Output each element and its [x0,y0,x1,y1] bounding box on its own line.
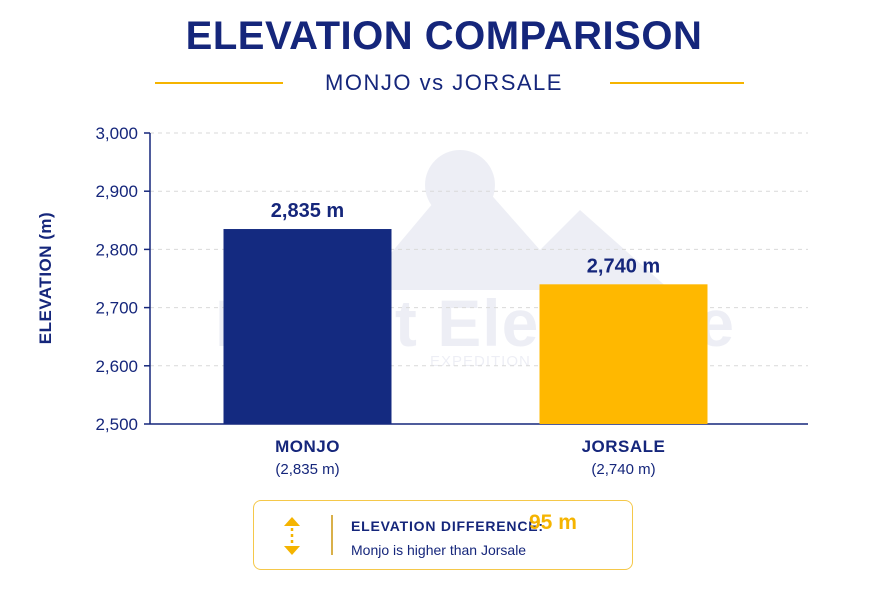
y-tick-label: 2,700 [95,299,138,318]
x-tick-sublabel: (2,835 m) [275,461,339,478]
subtitle-rule-left [155,82,283,84]
elevation-difference-box: ELEVATION DIFFERENCE: 95 m Monjo is high… [253,500,633,570]
y-tick-label: 2,800 [95,240,138,259]
subtitle-row: MONJO vs JORSALE [0,70,888,98]
up-down-arrow-icon [284,517,300,555]
y-tick-label: 3,000 [95,124,138,143]
y-tick-label: 2,500 [95,415,138,434]
x-tick-label: JORSALE [582,437,666,456]
bar-monjo [223,229,392,424]
bar-chart: 2,500 2,600 2,700 2,800 2,900 3,000 2,835 m MON… [95,124,808,478]
x-tick-sublabel: (2,740 m) [591,461,655,478]
difference-value: 95 m [529,511,577,534]
difference-separator [331,515,333,555]
subtitle-rule-right [610,82,744,84]
y-tick-label: 2,600 [95,357,138,376]
y-tick-label: 2,900 [95,182,138,201]
data-label: 2,835 m [271,200,344,222]
chart-title: ELEVATION COMPARISON [185,14,703,58]
bar-jorsale [539,284,708,424]
difference-note: Monjo is higher than Jorsale [351,542,527,558]
difference-label: ELEVATION DIFFERENCE: [351,518,544,534]
chart-subtitle: MONJO vs JORSALE [325,70,563,95]
data-label: 2,740 m [587,255,660,277]
x-tick-label: MONJO [275,437,340,456]
